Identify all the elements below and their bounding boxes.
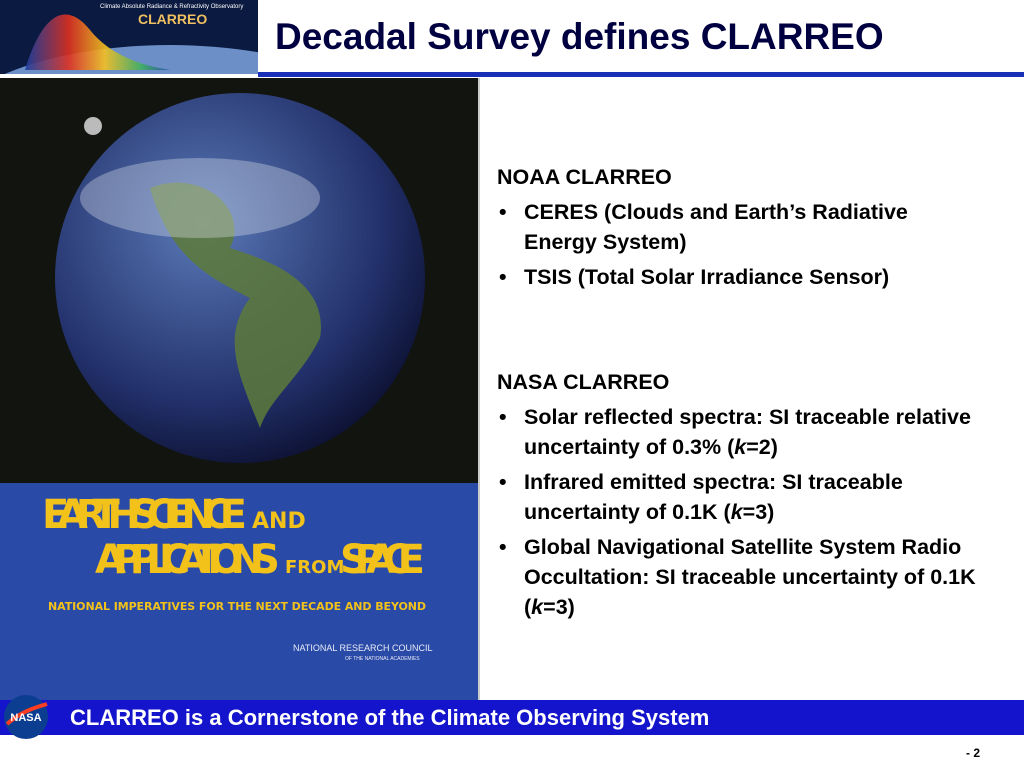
- bullet-text: Global Navigational Satellite System Rad…: [524, 535, 976, 619]
- nasa-logo-text: NASA: [10, 712, 41, 724]
- book-title: APPLICATIONS: [95, 537, 280, 583]
- bullet-text: =2): [746, 435, 778, 459]
- section-heading: NASA CLARREO: [497, 370, 670, 394]
- book-subtitle: NATIONAL IMPERATIVES FOR THE NEXT DECADE…: [48, 600, 426, 613]
- page-number: - 2: [965, 746, 980, 760]
- book-title: AND: [252, 509, 306, 534]
- section: NOAA CLARREO CERES (Clouds and Earth’s R…: [497, 162, 997, 292]
- logo: Climate Absolute Radiance & Refractivity…: [0, 0, 258, 74]
- book-cover: EARTH SCIENCE AND APPLICATIONS FROM SPAC…: [0, 78, 480, 700]
- content: NOAA CLARREO CERES (Clouds and Earth’s R…: [497, 162, 997, 697]
- logo-name: CLARREO: [138, 11, 207, 27]
- book-title: SPACE: [340, 537, 425, 583]
- section-heading: NOAA CLARREO: [497, 165, 672, 189]
- bullet-text: k: [531, 595, 544, 619]
- bullet-text: Solar reflected spectra: SI traceable re…: [524, 405, 971, 459]
- footer-bar: [0, 700, 1024, 735]
- bullet-text: =3): [742, 500, 775, 524]
- bullet: Infrared emitted spectra: SI traceable u…: [497, 467, 984, 527]
- footer-text: CLARREO is a Cornerstone of the Climate …: [70, 705, 710, 730]
- book-title: EARTH SCIENCE: [42, 492, 247, 538]
- book-title: FROM: [285, 557, 344, 578]
- bullet-text: Infrared emitted spectra: SI traceable u…: [524, 470, 903, 524]
- title-rule: [258, 72, 1024, 77]
- logo-subtitle: Climate Absolute Radiance & Refractivity…: [100, 4, 243, 10]
- bullet-text: TSIS (Total Solar Irradiance Sensor): [524, 265, 890, 289]
- section: NASA CLARREO Solar reflected spectra: SI…: [497, 367, 997, 622]
- bullet: TSIS (Total Solar Irradiance Sensor): [497, 262, 984, 292]
- nasa-logo: NASA: [4, 695, 48, 739]
- title: Decadal Survey defines CLARREO: [275, 16, 884, 57]
- bullet: Global Navigational Satellite System Rad…: [497, 532, 984, 622]
- book-publisher: OF THE NATIONAL ACADEMIES: [345, 656, 420, 662]
- bullet-text: =3): [543, 595, 575, 619]
- bullet-text: k: [730, 500, 743, 524]
- bullet: Solar reflected spectra: SI traceable re…: [497, 402, 984, 462]
- bullet-text: k: [734, 435, 747, 459]
- book-publisher: NATIONAL RESEARCH COUNCIL: [293, 643, 433, 653]
- bullet: CERES (Clouds and Earth’s Radiative Ener…: [497, 197, 984, 257]
- bullet-text: CERES (Clouds and Earth’s Radiative Ener…: [524, 200, 908, 254]
